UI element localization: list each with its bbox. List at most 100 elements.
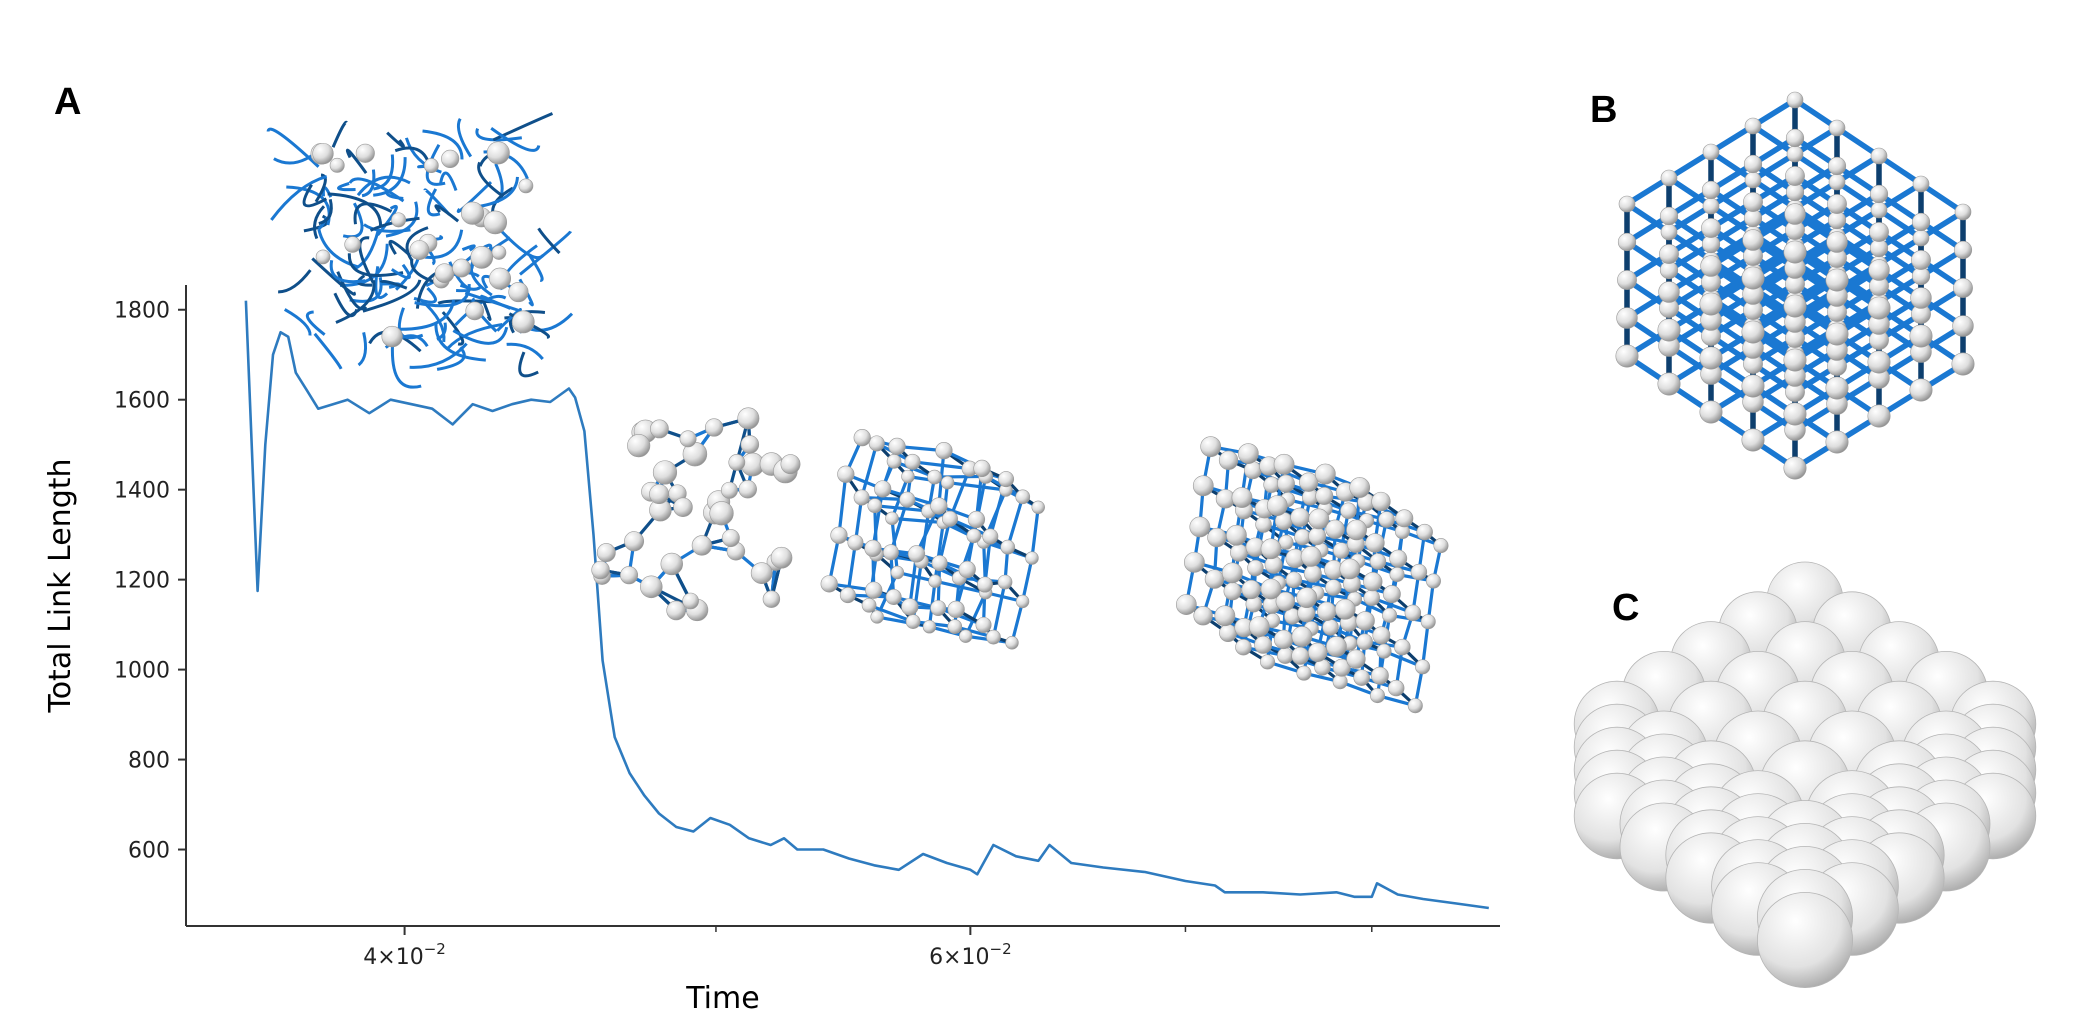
network-node	[1743, 154, 1763, 174]
network-node	[691, 535, 713, 556]
network-link	[390, 346, 422, 389]
panel-label-b: B	[1590, 89, 1617, 131]
network-node	[1785, 166, 1805, 186]
network-link	[873, 504, 931, 513]
network-link	[933, 520, 945, 583]
network-node	[1909, 324, 1933, 348]
network-node	[1363, 571, 1383, 592]
network-node	[830, 526, 848, 544]
y-tick-label: 600	[128, 839, 170, 864]
network-node	[1218, 450, 1239, 470]
network-node	[650, 419, 669, 439]
y-tick-label: 1400	[114, 479, 170, 504]
network-node	[1912, 229, 1930, 247]
network-node	[1616, 307, 1638, 329]
network-node	[470, 246, 494, 269]
network-link	[361, 169, 376, 198]
network-node	[942, 510, 958, 527]
network-node	[1394, 638, 1411, 656]
network-node	[1291, 626, 1313, 647]
network-node	[1404, 604, 1422, 622]
network-node	[1825, 268, 1849, 292]
network-node	[721, 481, 738, 499]
y-axis-title: Total Link Length	[43, 458, 78, 713]
network-link	[528, 254, 544, 282]
network-link	[1792, 151, 1840, 185]
network-node	[867, 498, 883, 513]
y-tick-label: 1600	[114, 389, 170, 414]
network-node	[1783, 348, 1807, 372]
network-node	[901, 598, 919, 616]
network-link	[991, 580, 1007, 639]
network-node	[947, 600, 965, 619]
network-link	[386, 131, 405, 148]
network-node	[886, 454, 902, 469]
network-node	[1828, 119, 1846, 137]
network-node	[1382, 585, 1401, 604]
network-node	[1825, 322, 1849, 346]
network-node	[930, 497, 948, 515]
network-node	[312, 142, 334, 165]
network-node	[958, 560, 976, 579]
network-node	[1617, 232, 1637, 252]
network-node	[770, 546, 793, 569]
network-node	[1387, 679, 1405, 697]
network-node	[750, 562, 773, 584]
network-link	[404, 137, 442, 174]
network-node	[1951, 352, 1975, 376]
network-node	[890, 565, 905, 580]
network-link	[303, 214, 330, 233]
network-node	[1660, 223, 1678, 241]
network-node	[1741, 266, 1765, 290]
network-snapshot-4	[1175, 436, 1449, 714]
network-node	[888, 437, 906, 456]
network-node	[1867, 404, 1891, 428]
network-node	[1827, 156, 1847, 176]
network-node	[874, 480, 892, 498]
network-node	[947, 619, 963, 634]
network-link	[933, 579, 988, 595]
network-node	[907, 545, 926, 563]
network-node	[591, 560, 610, 580]
network-node	[1825, 430, 1849, 454]
network-link	[1624, 201, 1672, 235]
network-node	[1315, 487, 1334, 505]
network-node	[1657, 318, 1681, 342]
network-link	[441, 311, 465, 346]
network-node	[1353, 669, 1370, 686]
network-link	[329, 260, 366, 284]
network-node	[1786, 91, 1804, 109]
network-link	[270, 175, 328, 221]
network-link	[1792, 97, 1840, 131]
network-node	[1241, 579, 1261, 600]
network-node	[1783, 402, 1807, 426]
network-link	[335, 280, 376, 324]
network-node	[508, 282, 529, 303]
network-node	[986, 629, 1001, 645]
network-snapshot-3	[820, 429, 1045, 650]
network-link	[331, 120, 349, 148]
network-node	[1175, 594, 1197, 615]
panel-label-a: A	[54, 81, 81, 123]
network-link	[1834, 179, 1882, 213]
network-node	[1425, 573, 1441, 589]
network-node	[1699, 292, 1723, 316]
network-node	[1273, 629, 1294, 650]
x-ticks: 4×10−2 6×10−2	[363, 926, 1373, 970]
network-node	[940, 475, 955, 490]
network-node	[682, 592, 699, 610]
network-node	[901, 469, 915, 484]
network-link	[519, 230, 572, 276]
network-node	[355, 143, 375, 163]
network-node	[737, 407, 760, 430]
network-node	[465, 301, 485, 321]
network-node	[391, 212, 407, 228]
network-node	[1700, 255, 1722, 277]
network-node	[1356, 633, 1373, 651]
network-node	[1025, 551, 1039, 565]
network-node	[1325, 519, 1345, 539]
network-node	[1742, 229, 1764, 251]
network-link	[506, 342, 544, 360]
